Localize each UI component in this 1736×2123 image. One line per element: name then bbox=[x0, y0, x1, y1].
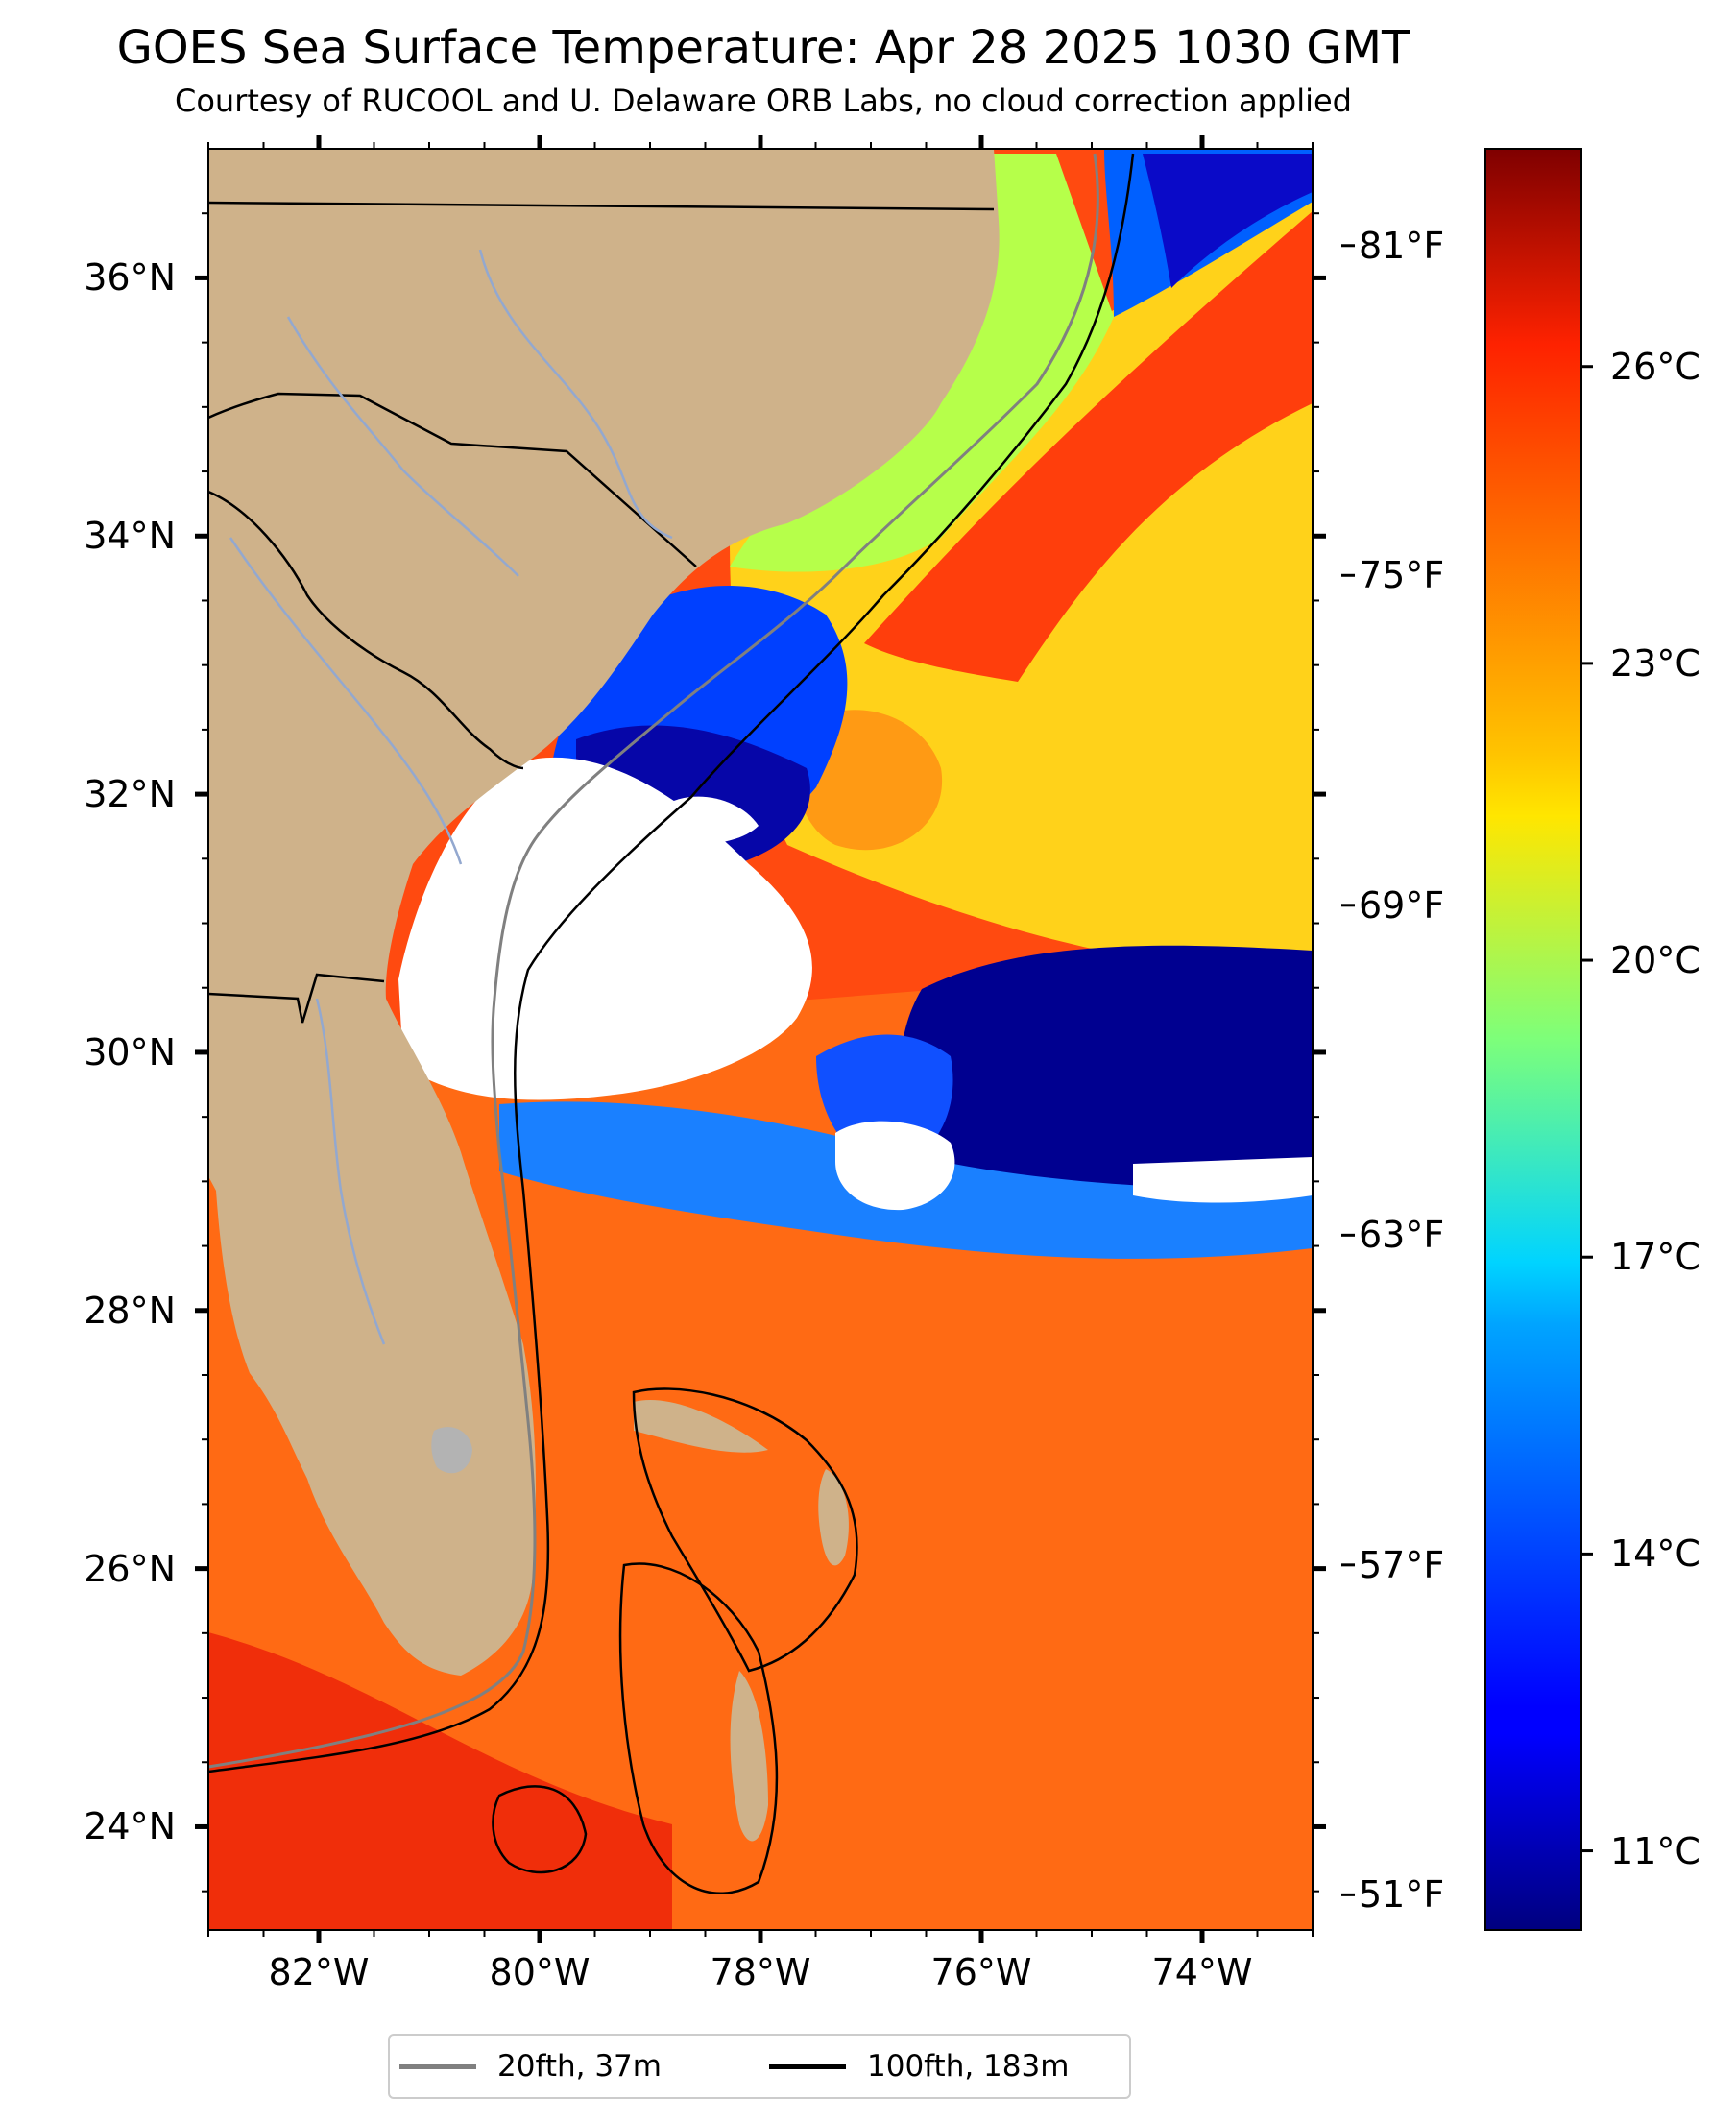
river-2 bbox=[286, 316, 519, 577]
lat-tick-label: 30°N bbox=[84, 1030, 176, 1074]
land-lake-okeechobee bbox=[431, 1427, 472, 1474]
lat-tick-label: 26°N bbox=[84, 1547, 176, 1590]
fahrenheit-tick-label: 81°F bbox=[1359, 224, 1445, 267]
cloud-small-central bbox=[835, 1121, 955, 1211]
land-andros bbox=[730, 1671, 768, 1842]
state-border-va-nc bbox=[208, 201, 995, 211]
isobath-cay-sal bbox=[492, 1785, 588, 1874]
land-abaco bbox=[818, 1469, 849, 1566]
lon-tick-label: 80°W bbox=[489, 1951, 591, 1993]
state-border-nc-sc bbox=[208, 392, 697, 567]
cloud-small-east bbox=[1133, 1157, 1313, 1203]
colorbar-tick-label: 14°C bbox=[1610, 1532, 1700, 1576]
colorbar-tick-label: 26°C bbox=[1610, 345, 1700, 388]
isobath-legend: 20fth, 37m 100fth, 183m bbox=[388, 2034, 1131, 2099]
lon-tick-label: 78°W bbox=[710, 1951, 811, 1993]
isobath-bahamas-shelf bbox=[632, 1387, 858, 1673]
river-1 bbox=[478, 249, 673, 540]
lat-tick-label: 28°N bbox=[84, 1289, 176, 1332]
legend-label-100fth: 100fth, 183m bbox=[867, 2049, 1070, 2084]
lon-tick-label: 74°W bbox=[1151, 1951, 1253, 1993]
fahrenheit-tick-label: 51°F bbox=[1359, 1873, 1445, 1917]
legend-swatch-100fth bbox=[769, 2063, 846, 2069]
colorbar-tick-label: 23°C bbox=[1610, 641, 1700, 685]
isobath-andros-shelf bbox=[618, 1562, 779, 1894]
ocean-navy-northeast bbox=[1143, 154, 1313, 288]
colorbar-tick-label: 17°C bbox=[1610, 1236, 1700, 1279]
isobath-20fth bbox=[208, 153, 1099, 1769]
fahrenheit-tick-label: 69°F bbox=[1359, 883, 1445, 927]
map-subtitle: Courtesy of RUCOOL and U. Delaware ORB L… bbox=[175, 83, 1352, 119]
map-title: GOES Sea Surface Temperature: Apr 28 202… bbox=[116, 21, 1410, 75]
lon-tick-label: 76°W bbox=[930, 1951, 1032, 1993]
isobath-100fth bbox=[208, 153, 1135, 1773]
river-3 bbox=[229, 537, 463, 865]
fahrenheit-tick-label: 63°F bbox=[1359, 1214, 1445, 1257]
lat-tick-label: 34°N bbox=[84, 515, 176, 558]
lat-tick-label: 36°N bbox=[84, 256, 176, 300]
cloud-strip bbox=[663, 796, 759, 844]
fahrenheit-tick-label: 75°F bbox=[1359, 554, 1445, 597]
fahrenheit-tick-label: 57°F bbox=[1359, 1543, 1445, 1586]
legend-item-100fth: 100fth, 183m bbox=[769, 2036, 1069, 2097]
state-border-ga-fl bbox=[208, 973, 385, 1024]
legend-label-20fth: 20fth, 37m bbox=[497, 2049, 662, 2084]
colorbar-tick-label: 11°C bbox=[1610, 1829, 1700, 1872]
legend-item-20fth: 20fth, 37m bbox=[399, 2036, 662, 2097]
river-4 bbox=[315, 998, 386, 1345]
ocean-red-gulfstream-north bbox=[864, 211, 1313, 682]
colorbar-tick-marks bbox=[1581, 365, 1593, 1853]
colorbar-tick-label: 20°C bbox=[1610, 939, 1700, 982]
land-southeast-us bbox=[208, 149, 1000, 1676]
lat-tick-label: 24°N bbox=[84, 1805, 176, 1848]
state-border-sc-ga bbox=[208, 490, 524, 770]
legend-swatch-20fth bbox=[399, 2063, 476, 2069]
colorbar bbox=[1484, 148, 1582, 1931]
axis-tick-marks bbox=[195, 135, 1355, 1943]
lat-tick-label: 32°N bbox=[84, 773, 176, 816]
lon-tick-label: 82°W bbox=[268, 1951, 370, 1993]
ocean-deep-red-south bbox=[208, 1632, 672, 1930]
land-grand-bahama bbox=[634, 1400, 768, 1453]
ocean-navy-east bbox=[900, 945, 1313, 1191]
